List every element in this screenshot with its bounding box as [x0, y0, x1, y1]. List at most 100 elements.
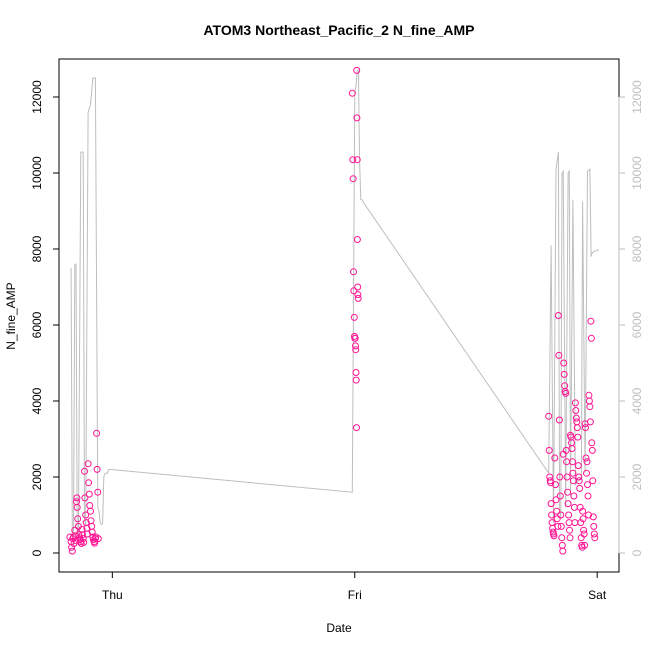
scatter-point — [81, 494, 89, 502]
scatter-point — [93, 465, 101, 473]
line-series — [70, 69, 599, 538]
scatter-point — [565, 511, 573, 519]
scatter-point — [555, 416, 563, 424]
scatter-point — [584, 481, 591, 489]
scatter-point — [74, 515, 82, 523]
scatter-point — [590, 522, 598, 530]
scatter-point — [552, 496, 560, 504]
scatter-point — [586, 418, 594, 426]
scatter-point — [353, 66, 361, 74]
scatter-point — [564, 488, 572, 496]
scatter-point — [353, 156, 361, 164]
scatter-point — [557, 522, 565, 530]
scatter-point — [572, 414, 580, 422]
scatter-point — [82, 511, 90, 519]
x-axis-label: Date — [326, 621, 352, 635]
scatter-point — [73, 494, 81, 502]
scatter-point — [571, 519, 579, 527]
scatter-point — [545, 446, 553, 454]
y-tick-label-right: 2000 — [630, 463, 644, 490]
scatter-point — [568, 445, 576, 452]
scatter-point — [582, 424, 589, 432]
x-tick-label: Thu — [102, 588, 123, 602]
scatter-point — [552, 481, 559, 489]
y-tick-label-right: 10000 — [630, 156, 644, 190]
scatter-point — [566, 526, 573, 534]
scatter-point — [352, 342, 359, 350]
y-tick-label-right: 0 — [630, 549, 644, 556]
scatter-point — [548, 511, 556, 519]
scatter-point — [558, 541, 566, 549]
scatter-points — [66, 66, 599, 555]
y-tick-label-right: 6000 — [630, 311, 644, 338]
scatter-point — [351, 334, 359, 342]
scatter-point — [73, 503, 81, 511]
scatter-point — [566, 534, 574, 542]
scatter-point — [68, 547, 76, 555]
scatter-point — [557, 511, 565, 519]
scatter-point — [590, 530, 598, 538]
y-tick-label-left: 12000 — [30, 80, 44, 114]
scatter-point — [589, 513, 597, 521]
scatter-point — [585, 511, 592, 519]
scatter-point — [554, 312, 562, 319]
y-axis-left: 0 2000 4000 6000 8000 10000 12000 — [30, 80, 60, 556]
scatter-point — [350, 313, 358, 321]
scatter-point — [564, 500, 572, 508]
plot-frame — [58, 58, 620, 573]
scatter-point — [80, 538, 88, 546]
scatter-point — [582, 454, 590, 462]
scatter-point — [588, 439, 596, 447]
scatter-point — [81, 467, 88, 475]
scatter-point — [84, 460, 92, 468]
scatter-point — [586, 403, 594, 411]
scatter-point — [580, 530, 588, 538]
scatter-point — [545, 412, 553, 420]
scatter-point — [584, 492, 592, 500]
scatter-point — [553, 515, 561, 523]
scatter-point — [569, 469, 577, 477]
y-tick-label-left: 2000 — [30, 463, 44, 490]
scatter-point — [580, 526, 588, 534]
scatter-point — [87, 507, 94, 515]
y-tick-label-left: 8000 — [30, 235, 44, 262]
scatter-point — [551, 454, 559, 462]
y-tick-label-left: 10000 — [30, 156, 44, 190]
scatter-point — [583, 458, 591, 466]
scatter-point — [349, 175, 357, 183]
y-tick-label-right: 12000 — [630, 80, 644, 114]
y-tick-label-left: 0 — [30, 549, 44, 556]
scatter-point — [86, 502, 94, 509]
scatter-point — [583, 469, 590, 477]
scatter-point — [348, 89, 356, 97]
scatter-point — [559, 547, 567, 555]
y-tick-label-right: 8000 — [630, 235, 644, 262]
scatter-point — [94, 488, 102, 496]
scatter-point — [72, 532, 79, 540]
scatter-point — [571, 399, 579, 407]
scatter-point — [579, 507, 587, 515]
scatter-point — [576, 484, 584, 492]
scatter-point — [354, 291, 362, 299]
scatter-point — [78, 525, 86, 533]
scatter-point — [94, 535, 102, 543]
scatter-point — [550, 532, 558, 540]
scatter-point — [579, 515, 587, 523]
x-tick-label: Fri — [348, 588, 362, 602]
scatter-point — [563, 473, 571, 481]
scatter-point — [560, 370, 568, 378]
scatter-point — [573, 424, 581, 432]
scatter-point — [88, 528, 96, 536]
scatter-point — [93, 429, 101, 437]
scatter-point — [562, 389, 570, 397]
scatter-point — [570, 492, 578, 500]
scatter-point — [585, 391, 593, 399]
line-series-path — [70, 69, 599, 538]
scatter-point — [560, 359, 568, 367]
y-tick-label-left: 4000 — [30, 387, 44, 414]
scatter-point — [563, 458, 571, 466]
scatter-point — [553, 507, 561, 515]
y-axis-label: N_fine_AMP — [4, 282, 18, 349]
scatter-point — [587, 334, 595, 342]
